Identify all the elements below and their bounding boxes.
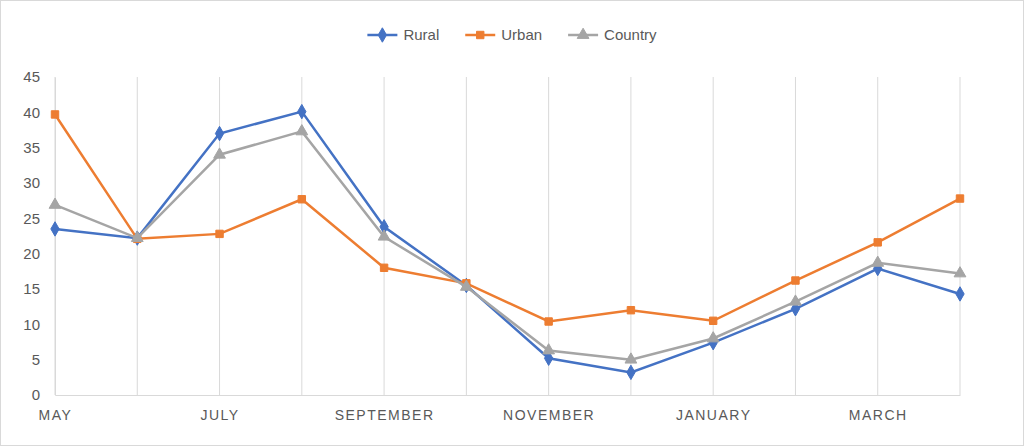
y-tick-label: 45 [23, 68, 40, 85]
grid [55, 77, 960, 395]
legend-item: Urban [465, 26, 542, 43]
y-tick: 30 [23, 174, 55, 191]
y-tick-label: 40 [23, 104, 40, 121]
marker [49, 198, 61, 208]
marker [545, 318, 552, 325]
plot-area [49, 104, 966, 379]
y-tick: 35 [23, 139, 55, 156]
grid-line [960, 77, 961, 395]
x-tick-label: SEPTEMBER [335, 407, 435, 423]
marker [627, 306, 634, 313]
y-tick: 15 [23, 280, 55, 297]
x-tick: JULY [200, 395, 239, 423]
y-tick-label: 5 [32, 351, 40, 368]
x-tick-label: JULY [200, 407, 239, 423]
marker [956, 287, 964, 301]
legend: Rural Urban Country [367, 26, 657, 43]
grid-line [795, 77, 796, 395]
y-tick: 5 [32, 351, 55, 368]
y-tick: 0 [32, 386, 55, 403]
marker [298, 104, 306, 118]
x-tick-label: NOVEMBER [503, 407, 595, 423]
marker [51, 111, 58, 118]
x-tick: SEPTEMBER [335, 395, 435, 423]
marker [543, 344, 555, 354]
legend-item: Country [568, 26, 657, 43]
x-tick-label: JANUARY [676, 407, 752, 423]
y-tick: 20 [23, 245, 55, 262]
y-tick-label: 25 [23, 210, 40, 227]
chart-border [1, 1, 1024, 446]
x-tick-label: MARCH [849, 407, 908, 423]
legend-marker [577, 28, 589, 38]
y-tick-label: 0 [32, 386, 40, 403]
legend-item: Rural [367, 26, 439, 43]
x-axis: MAY JULY SEPTEMBER NOVEMBER JANUARY MARCH [39, 395, 961, 423]
marker [874, 239, 881, 246]
x-axis-line [56, 395, 961, 396]
x-tick-label: MAY [39, 407, 73, 423]
series-line [55, 131, 960, 359]
y-tick-label: 10 [23, 316, 40, 333]
marker [380, 264, 387, 271]
marker [872, 256, 884, 266]
marker [956, 195, 963, 202]
marker [296, 125, 308, 135]
y-tick: 10 [23, 316, 55, 333]
marker [709, 317, 716, 324]
grid-line [877, 77, 878, 395]
marker [51, 222, 59, 236]
y-tick-label: 15 [23, 280, 40, 297]
marker [954, 267, 966, 277]
marker [707, 332, 719, 342]
series-line [55, 112, 960, 373]
marker [625, 353, 637, 363]
y-tick-label: 30 [23, 174, 40, 191]
grid-line [466, 77, 467, 395]
x-tick: NOVEMBER [503, 395, 595, 423]
legend-label: Rural [403, 26, 439, 43]
marker [378, 230, 390, 240]
y-tick: 40 [23, 104, 55, 121]
y-tick: 25 [23, 210, 55, 227]
series-line [55, 114, 960, 321]
marker [215, 126, 223, 140]
y-tick-label: 20 [23, 245, 40, 262]
x-tick: JANUARY [676, 395, 752, 423]
x-tick: MAY [39, 395, 73, 423]
y-tick: 45 [23, 68, 55, 85]
y-axis: 0 5 10 15 20 25 30 35 40 45 [23, 68, 55, 403]
marker [298, 196, 305, 203]
grid-line [630, 77, 631, 395]
y-tick-label: 35 [23, 139, 40, 156]
legend-label: Urban [501, 26, 542, 43]
x-tick: MARCH [849, 395, 908, 423]
marker [792, 277, 799, 284]
legend-marker [378, 28, 386, 42]
marker [216, 230, 223, 237]
legend-marker [477, 31, 484, 38]
marker [627, 365, 635, 379]
chart: 0 5 10 15 20 25 30 35 40 45 MAY JULY SEPTEMBER NOVEMB… [0, 0, 1024, 446]
marker [460, 280, 472, 290]
marker [790, 295, 802, 305]
marker [214, 148, 226, 158]
marker [131, 231, 143, 241]
legend-label: Country [604, 26, 657, 43]
